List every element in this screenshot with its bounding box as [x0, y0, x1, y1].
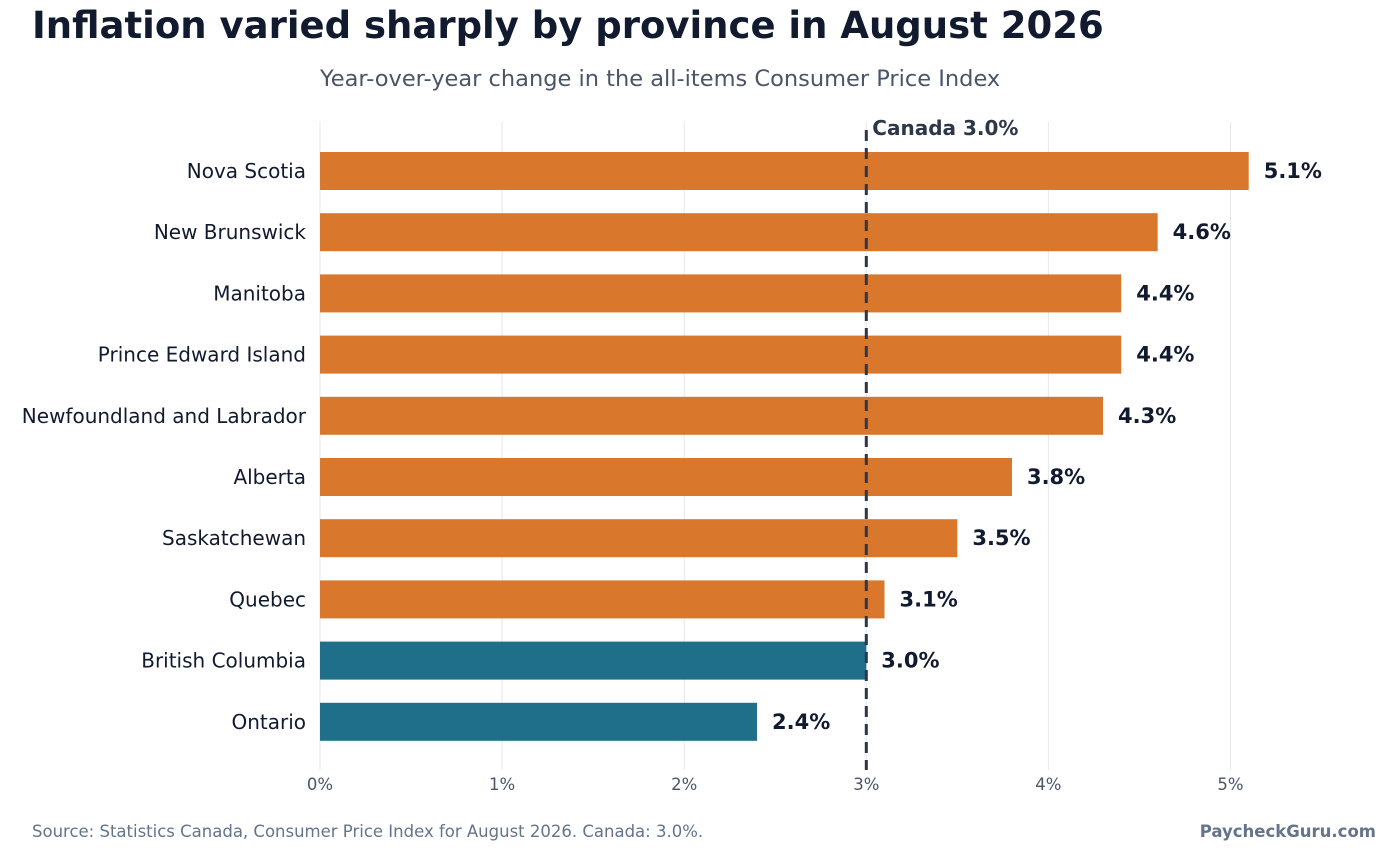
bar [320, 580, 885, 619]
bar [320, 396, 1104, 435]
x-tick-label: 3% [853, 775, 879, 794]
bar [320, 702, 758, 741]
brand-label: PaycheckGuru.com [1199, 822, 1376, 841]
chart-subtitle: Year-over-year change in the all-items C… [320, 66, 1001, 92]
category-label: Alberta [233, 465, 306, 489]
category-label: British Columbia [141, 649, 306, 673]
x-tick-label: 0% [307, 775, 333, 794]
x-tick-label: 5% [1217, 775, 1243, 794]
x-tick-label: 2% [671, 775, 697, 794]
bar [320, 213, 1158, 252]
value-label: 3.5% [972, 526, 1030, 550]
value-label: 4.3% [1118, 404, 1176, 428]
category-label: New Brunswick [154, 220, 307, 244]
source-note: Source: Statistics Canada, Consumer Pric… [32, 822, 704, 841]
x-tick-label: 1% [489, 775, 515, 794]
chart-title: Inflation varied sharply by province in … [32, 4, 1104, 47]
bar [320, 274, 1122, 313]
category-label: Nova Scotia [187, 159, 306, 183]
bar [320, 519, 958, 558]
bar [320, 458, 1012, 496]
category-label: Newfoundland and Labrador [22, 404, 307, 428]
value-label: 4.4% [1136, 343, 1194, 367]
value-label: 4.6% [1173, 220, 1231, 244]
x-tick-label: 4% [1035, 775, 1061, 794]
value-label: 5.1% [1264, 159, 1322, 183]
category-label: Quebec [229, 587, 306, 611]
value-label: 3.0% [881, 649, 939, 673]
bar [320, 335, 1122, 374]
bar [320, 152, 1249, 190]
category-label: Prince Edward Island [98, 343, 306, 367]
value-label: 4.4% [1136, 281, 1194, 305]
category-label: Saskatchewan [162, 526, 306, 550]
category-label: Ontario [231, 710, 306, 734]
value-label: 2.4% [772, 710, 830, 734]
category-label: Manitoba [213, 281, 306, 305]
value-label: 3.1% [900, 587, 958, 611]
value-label: 3.8% [1027, 465, 1085, 489]
reference-line-label: Canada 3.0% [872, 116, 1018, 140]
bar [320, 641, 867, 680]
